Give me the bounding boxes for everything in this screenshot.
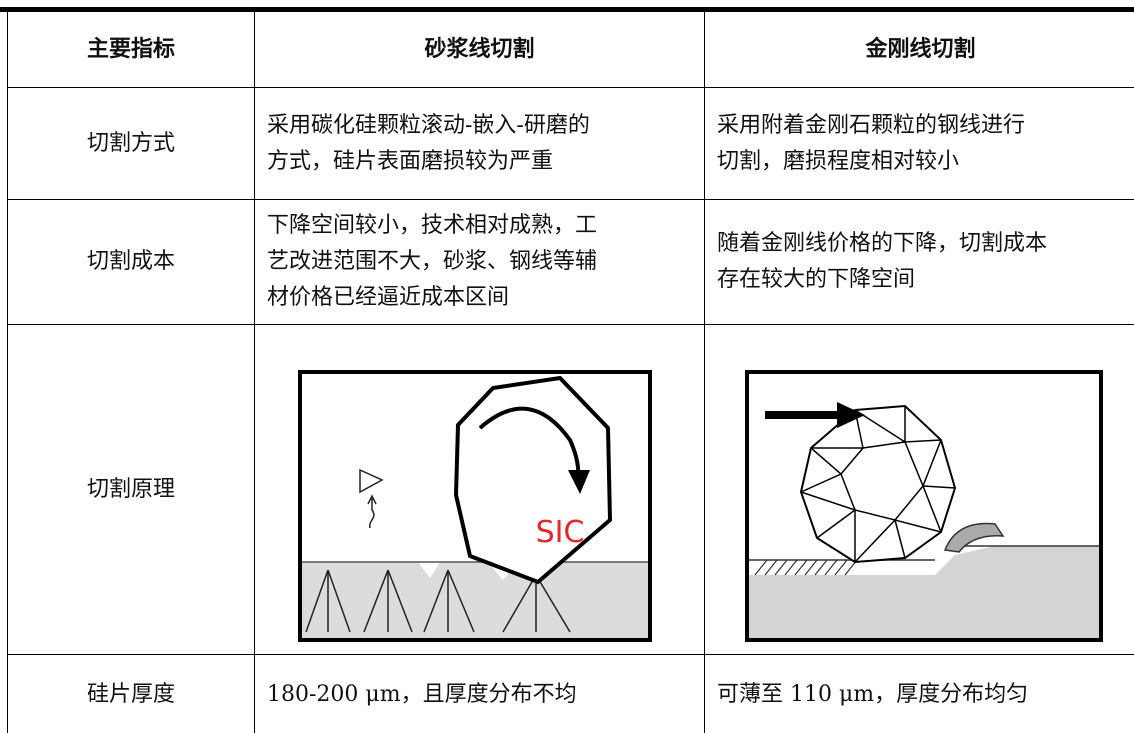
slurry-diagram: SIC	[298, 370, 652, 642]
left-border	[7, 10, 8, 733]
cell: 180-200 μm，且厚度分布不均	[255, 655, 705, 733]
row-label: 切割成本	[8, 200, 255, 325]
row-label: 切割方式	[8, 88, 255, 200]
line: 材价格已经逼近成本区间	[267, 285, 510, 310]
cell	[705, 325, 1134, 655]
line: 下降空间较小，技术相对成熟，工	[267, 213, 598, 238]
line: 180-200 μm，且厚度分布不均	[267, 681, 577, 707]
line: 可薄至 110 μm，厚度分布均匀	[717, 681, 1029, 707]
label-text: 硅片厚度	[86, 681, 175, 707]
cell: 随着金刚线价格的下降，切割成本 存在较大的下降空间	[705, 200, 1134, 325]
header-text: 主要指标	[86, 36, 175, 62]
line: 方式，硅片表面磨损较为严重	[267, 148, 554, 174]
cell: SIC	[255, 325, 705, 655]
row-label: 硅片厚度	[8, 655, 255, 733]
row-label: 切割原理	[8, 325, 255, 655]
cell: 采用附着金刚石颗粒的钢线进行 切割，磨损程度相对较小	[705, 88, 1134, 200]
line: 随着金刚线价格的下降，切割成本	[717, 231, 1048, 256]
header-cell: 主要指标	[8, 12, 255, 88]
label-text: 切割成本	[86, 249, 175, 274]
header-text: 金刚线切割	[865, 36, 976, 62]
top-border	[0, 7, 1134, 12]
line: 艺改进范围不大，砂浆、钢线等辅	[267, 249, 598, 274]
diagram-label: SIC	[536, 515, 585, 550]
cell: 下降空间较小，技术相对成熟，工 艺改进范围不大，砂浆、钢线等辅 材价格已经逼近成本区…	[255, 200, 705, 325]
header-cell: 金刚线切割	[705, 12, 1134, 88]
cell: 采用碳化硅颗粒滚动-嵌入-研磨的 方式，硅片表面磨损较为严重	[255, 88, 705, 200]
line: 采用附着金刚石颗粒的钢线进行	[717, 112, 1026, 138]
header-cell: 砂浆线切割	[255, 12, 705, 88]
label-text: 切割原理	[86, 476, 175, 502]
label-text: 切割方式	[86, 130, 175, 156]
cell: 可薄至 110 μm，厚度分布均匀	[705, 655, 1134, 733]
line: 采用碳化硅颗粒滚动-嵌入-研磨的	[267, 112, 590, 138]
header-text: 砂浆线切割	[424, 36, 535, 62]
line: 切割，磨损程度相对较小	[717, 148, 960, 174]
diamond-diagram	[745, 370, 1103, 642]
line: 存在较大的下降空间	[717, 267, 916, 292]
